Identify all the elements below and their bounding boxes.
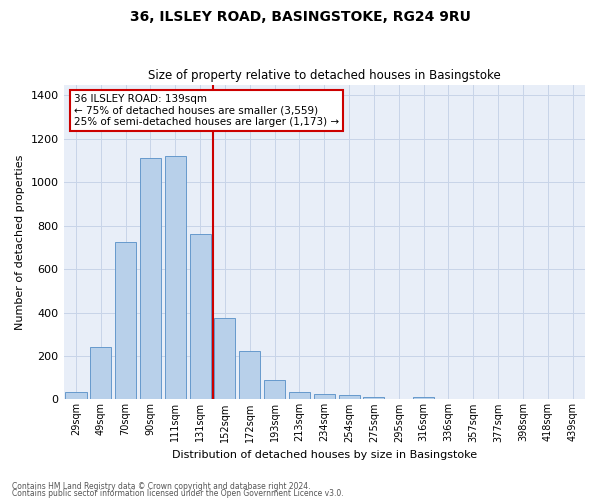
Text: 36 ILSLEY ROAD: 139sqm
← 75% of detached houses are smaller (3,559)
25% of semi-: 36 ILSLEY ROAD: 139sqm ← 75% of detached… [74, 94, 339, 127]
Bar [264, 380, 285, 400]
Bar [190, 234, 211, 400]
Bar [314, 394, 335, 400]
Text: 36, ILSLEY ROAD, BASINGSTOKE, RG24 9RU: 36, ILSLEY ROAD, BASINGSTOKE, RG24 9RU [130, 10, 470, 24]
Bar [90, 348, 112, 400]
Bar [140, 158, 161, 400]
Y-axis label: Number of detached properties: Number of detached properties [15, 154, 25, 330]
Bar [115, 242, 136, 400]
Bar [239, 350, 260, 400]
Bar [214, 318, 235, 400]
Bar [65, 392, 86, 400]
Bar [165, 156, 186, 400]
Bar [338, 395, 359, 400]
Text: Contains HM Land Registry data © Crown copyright and database right 2024.: Contains HM Land Registry data © Crown c… [12, 482, 311, 491]
Title: Size of property relative to detached houses in Basingstoke: Size of property relative to detached ho… [148, 69, 500, 82]
Bar [413, 397, 434, 400]
Bar [364, 397, 385, 400]
Text: Contains public sector information licensed under the Open Government Licence v3: Contains public sector information licen… [12, 490, 344, 498]
X-axis label: Distribution of detached houses by size in Basingstoke: Distribution of detached houses by size … [172, 450, 477, 460]
Bar [289, 392, 310, 400]
